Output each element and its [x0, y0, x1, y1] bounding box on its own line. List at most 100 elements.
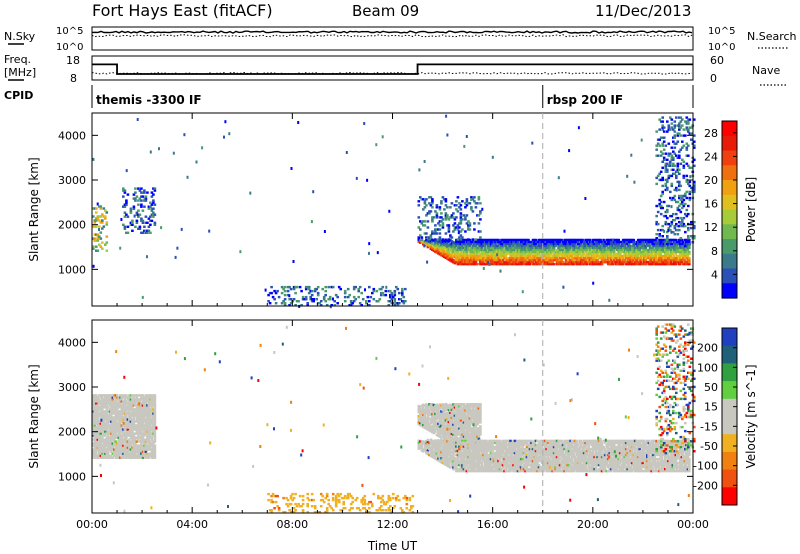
power-cell: [477, 238, 481, 242]
velocity-cell: [462, 469, 466, 473]
power-cell: [534, 250, 538, 254]
power-colorbar-swatch: [722, 194, 737, 211]
velocity-cell: [419, 440, 422, 443]
power-cell: [651, 246, 655, 250]
power-cell: [516, 248, 520, 252]
power-cell: [676, 200, 680, 204]
velocity-cell: [506, 443, 509, 447]
velocity-cell: [554, 457, 557, 461]
power-cell: [149, 201, 152, 204]
power-cell: [515, 238, 518, 242]
velocity-cell: [494, 461, 497, 465]
power-cell: [459, 218, 463, 221]
velocity-cell: [458, 459, 461, 463]
velocity-cell: [591, 449, 595, 453]
velocity-cell: [525, 449, 529, 453]
power-cell: [686, 248, 690, 252]
power-cell: [452, 261, 455, 264]
power-cell: [95, 219, 98, 222]
power-cell: [605, 260, 608, 264]
velocity-cell: [495, 463, 499, 467]
power-cell: [682, 242, 685, 246]
power-cell: [615, 254, 619, 258]
velocity-cell: [593, 453, 596, 457]
velocity-cell: [447, 443, 451, 446]
velocity-cell: [471, 455, 475, 459]
power-cell: [491, 238, 494, 242]
power-cell: [461, 256, 464, 260]
velocity-cell: [434, 453, 437, 456]
power-cell: [670, 214, 674, 218]
power-cell: [653, 260, 656, 264]
power-colorbar-tick-label: 16: [704, 198, 718, 211]
power-cell: [656, 138, 660, 141]
power-cell: [582, 260, 586, 264]
power-cell: [440, 251, 443, 255]
power-cell: [667, 204, 671, 208]
power-cell: [383, 293, 386, 297]
velocity-cell: [554, 441, 557, 445]
velocity-cell: [579, 457, 583, 461]
velocity-cell: [585, 461, 589, 465]
velocity-cell: [479, 461, 482, 465]
velocity-cell: [588, 447, 592, 451]
power-cell: [524, 260, 527, 264]
power-cell: [468, 262, 472, 266]
velocity-cell: [600, 469, 604, 473]
power-cell: [137, 227, 140, 230]
power-cell: [429, 245, 433, 249]
power-cell: [531, 260, 535, 264]
velocity-cell: [504, 455, 508, 459]
power-cell: [507, 256, 511, 260]
power-cell: [208, 229, 211, 233]
velocity-cell: [503, 457, 506, 461]
power-cell: [507, 246, 511, 250]
power-cell: [676, 228, 680, 232]
velocity-cell: [594, 455, 598, 459]
velocity-cell: [605, 457, 608, 461]
power-cell: [588, 252, 592, 256]
velocity-cell: [530, 457, 533, 461]
power-cell: [638, 252, 641, 256]
power-cell: [633, 256, 637, 260]
power-cell: [449, 236, 452, 239]
power-cell: [681, 206, 684, 210]
velocity-cell: [611, 451, 614, 455]
power-cell: [435, 216, 439, 219]
velocity-cell: [573, 455, 577, 459]
power-cell: [579, 240, 583, 244]
velocity-cell: [593, 447, 596, 451]
power-cell: [599, 246, 602, 250]
velocity-cell: [474, 455, 478, 459]
power-cell: [617, 248, 620, 252]
velocity-cell: [443, 440, 446, 443]
velocity-cell: [527, 439, 530, 443]
velocity-cell: [540, 443, 544, 447]
velocity-cell: [587, 441, 590, 445]
power-cell: [223, 135, 225, 139]
power-cell: [425, 232, 428, 235]
velocity-cell: [615, 451, 619, 455]
velocity-cell: [507, 445, 511, 449]
power-cell: [623, 242, 626, 246]
power-cell: [349, 304, 353, 307]
power-cell: [402, 300, 406, 303]
power-cell: [518, 248, 521, 252]
power-cell: [102, 207, 106, 210]
power-cell: [464, 242, 467, 246]
power-cell: [492, 262, 496, 266]
power-cell: [494, 242, 497, 246]
velocity-cell: [537, 467, 541, 471]
velocity-cell: [516, 469, 520, 473]
power-cell: [545, 250, 548, 254]
power-cell: [665, 256, 669, 260]
power-cell: [621, 240, 625, 244]
power-cell: [645, 242, 649, 246]
power-cell: [510, 260, 514, 264]
power-cell: [681, 200, 684, 204]
power-cell: [444, 246, 448, 249]
velocity-cell: [494, 459, 497, 463]
velocity-cell: [603, 451, 607, 455]
power-cell: [449, 216, 452, 219]
power-cell: [645, 244, 649, 248]
